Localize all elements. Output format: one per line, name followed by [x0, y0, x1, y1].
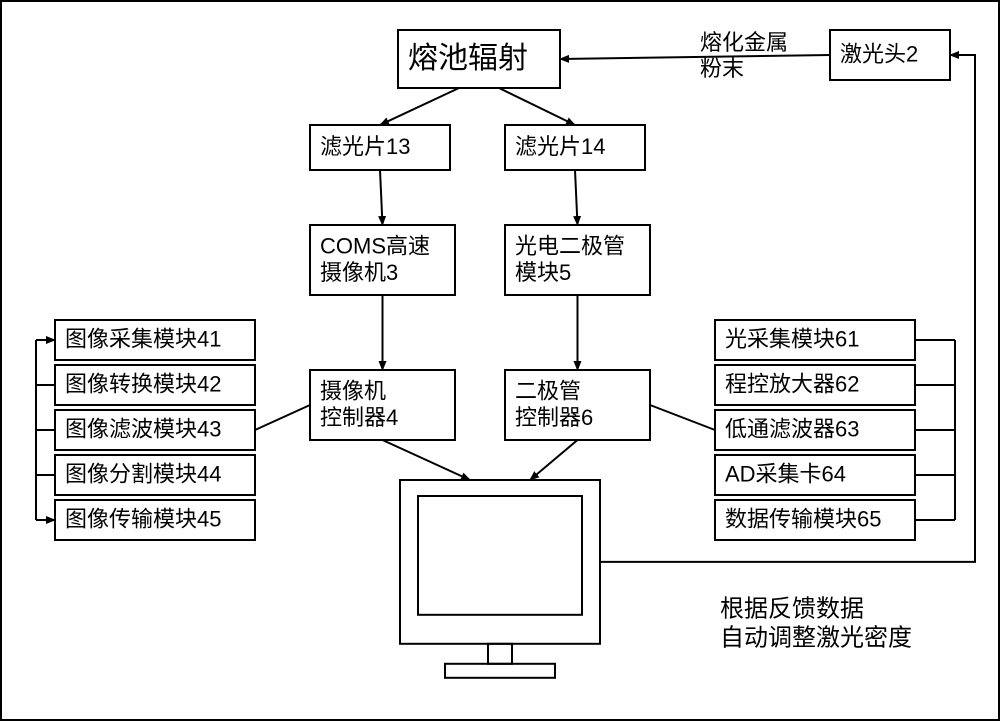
edge-camctrl-monitor [383, 440, 471, 480]
label-feedback-0: 根据反馈数据 [720, 596, 864, 623]
monitor-base [445, 664, 555, 678]
node-label-img43-0: 图像滤波模块43 [65, 417, 221, 442]
node-label-light62-0: 程控放大器62 [725, 372, 859, 397]
label-melt-metal-1: 粉末 [700, 56, 744, 81]
edge-leftstack-camctrl [255, 405, 310, 430]
label-melt-metal-0: 熔化金属 [700, 30, 788, 55]
node-label-cmos-0: COMS高速 [320, 233, 430, 258]
label-feedback-1: 自动调整激光密度 [720, 624, 912, 651]
edge-melt-to-f13 [380, 88, 459, 125]
node-label-light61-0: 光采集模块61 [725, 327, 859, 352]
node-label-img45-0: 图像传输模块45 [65, 507, 221, 532]
node-label-light64-0: AD采集卡64 [725, 462, 846, 487]
edge-diodectrl-monitor [530, 440, 578, 480]
edge-melt-to-f14 [499, 88, 575, 125]
node-label-cam_ctrl-0: 摄像机 [320, 378, 386, 403]
edge-f13-cmos [380, 170, 383, 225]
node-label-photodiode-1: 模块5 [515, 260, 571, 285]
node-label-filter14-0: 滤光片14 [515, 134, 605, 159]
node-label-cmos-1: 摄像机3 [320, 260, 398, 285]
node-label-diode_ctrl-0: 二极管 [515, 378, 581, 403]
node-label-cam_ctrl-1: 控制器4 [320, 405, 398, 430]
node-label-img44-0: 图像分割模块44 [65, 462, 221, 487]
edge-diodectrl-rightstack [650, 405, 715, 430]
edge-laser-to-melt [560, 55, 830, 59]
node-label-img42-0: 图像转换模块42 [65, 372, 221, 397]
node-label-light63-0: 低通滤波器63 [725, 417, 859, 442]
node-label-diode_ctrl-1: 控制器6 [515, 405, 593, 430]
node-label-melt_pool-0: 熔池辐射 [408, 42, 528, 75]
node-label-filter13-0: 滤光片13 [320, 134, 410, 159]
monitor-screen [418, 496, 582, 615]
monitor-neck [488, 644, 512, 664]
node-label-light65-0: 数据传输模块65 [725, 507, 881, 532]
node-label-laser_head-0: 激光头2 [840, 42, 918, 67]
edge-f14-pd [575, 170, 578, 225]
monitor-body [400, 480, 600, 644]
node-label-photodiode-0: 光电二极管 [515, 233, 625, 258]
node-label-img41-0: 图像采集模块41 [65, 327, 221, 352]
